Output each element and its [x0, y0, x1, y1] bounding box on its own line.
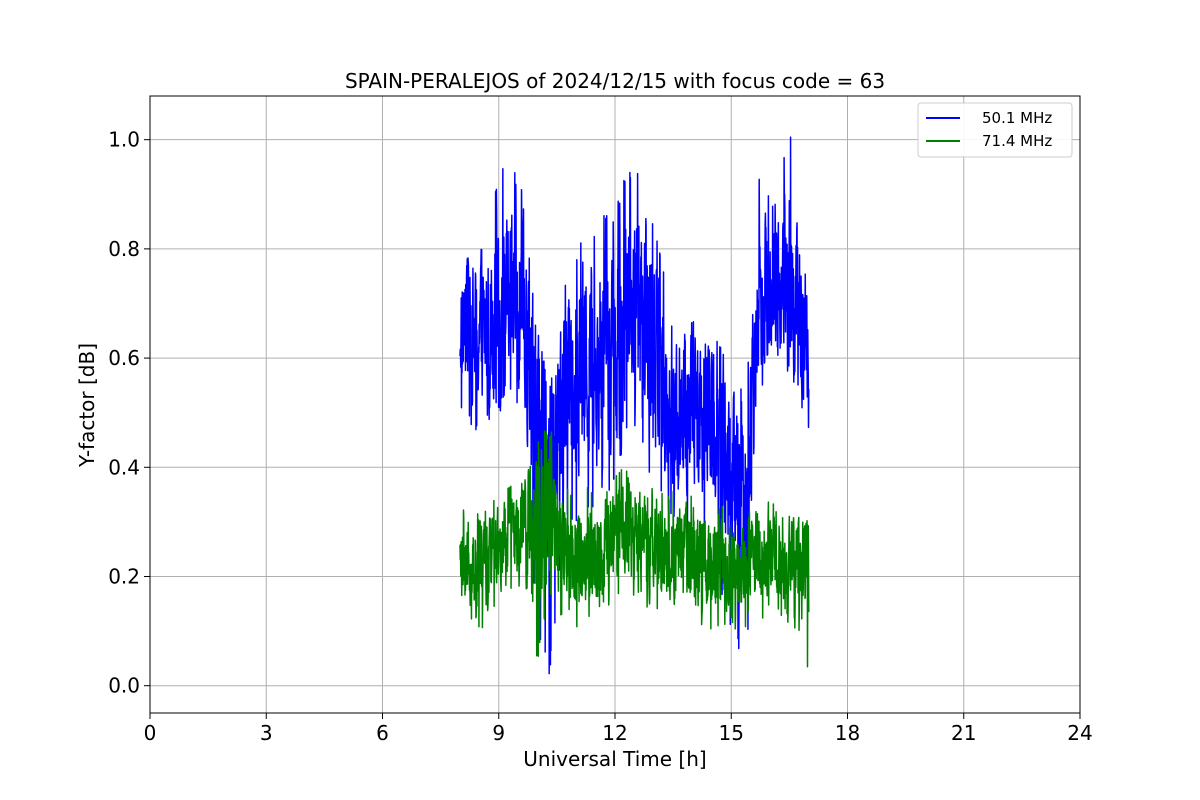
legend-box — [917, 102, 1073, 158]
x-tick-label: 3 — [260, 721, 273, 745]
series-line-50-1-mhz — [459, 136, 810, 675]
legend-label-71-4: 71.4 MHz — [982, 132, 1052, 150]
x-axis-label: Universal Time [h] — [523, 747, 706, 771]
series-line-71-4-mhz — [459, 430, 810, 668]
y-axis: 0.0 0.2 0.4 0.6 0.8 1.0 — [108, 128, 150, 698]
x-tick-label: 18 — [835, 721, 860, 745]
x-tick-label: 21 — [951, 721, 976, 745]
legend: 50.1 MHz 71.4 MHz — [917, 102, 1073, 158]
y-tick-label: 1.0 — [108, 128, 140, 152]
series-group — [459, 136, 810, 675]
x-axis: 0 3 6 9 12 15 18 21 24 — [144, 713, 1093, 745]
y-tick-label: 0.4 — [108, 455, 140, 479]
x-tick-label: 24 — [1067, 721, 1092, 745]
grid — [149, 96, 1081, 713]
x-tick-label: 6 — [376, 721, 389, 745]
y-axis-label: Y-factor [dB] — [75, 343, 99, 468]
y-tick-label: 0.2 — [108, 564, 140, 588]
x-tick-label: 15 — [719, 721, 744, 745]
y-tick-label: 0.0 — [108, 674, 140, 698]
y-tick-label: 0.6 — [108, 346, 140, 370]
chart-title: SPAIN-PERALEJOS of 2024/12/15 with focus… — [345, 69, 885, 93]
x-tick-label: 12 — [602, 721, 627, 745]
legend-label-50-1: 50.1 MHz — [982, 109, 1052, 127]
y-tick-label: 0.8 — [108, 237, 140, 261]
x-tick-label: 9 — [492, 721, 505, 745]
x-tick-label: 0 — [144, 721, 157, 745]
